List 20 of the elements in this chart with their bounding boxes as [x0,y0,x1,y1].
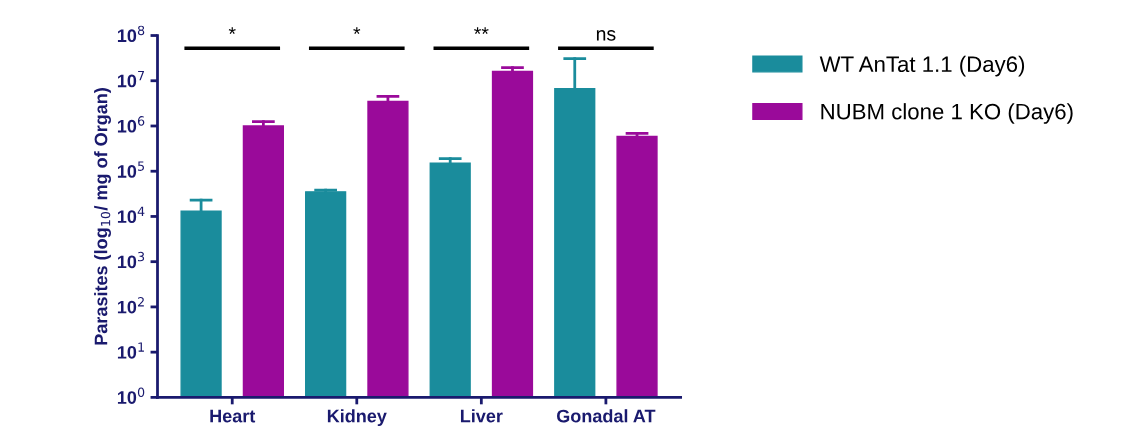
legend-label: WT AnTat 1.1 (Day6) [819,55,1025,77]
text: ** [474,27,489,34]
x-tick-label: Liver [460,409,503,423]
x-tick-label: Heart [210,409,256,423]
text: * [228,27,236,34]
x-tick-label: Kidney [327,409,387,427]
text: * [353,27,361,34]
y-tick-label: 10$^{1}$ [117,342,144,359]
y-tick-label: 10$^{8}$ [117,25,145,43]
annotation: ns [596,30,616,41]
y-axis-title: Parasites (log$_{10}$/ mg of Organ) [94,88,112,345]
y-tick-label: 10$^{3}$ [117,251,145,269]
y-tick-label: 10$^{5}$ [117,161,144,178]
y-tick-label: 10$^{7}$ [117,71,145,88]
y-tick-label: 10$^{4}$ [117,206,145,224]
y-tick-label: 10$^{2}$ [117,297,144,314]
y-tick-label: 10$^{6}$ [117,116,145,133]
y-tick-label: 10$^{0}$ [117,387,145,404]
x-tick-label: Gonadal AT [556,409,656,423]
legend-label: NUBM clone 1 KO (Day6) [821,103,1073,124]
